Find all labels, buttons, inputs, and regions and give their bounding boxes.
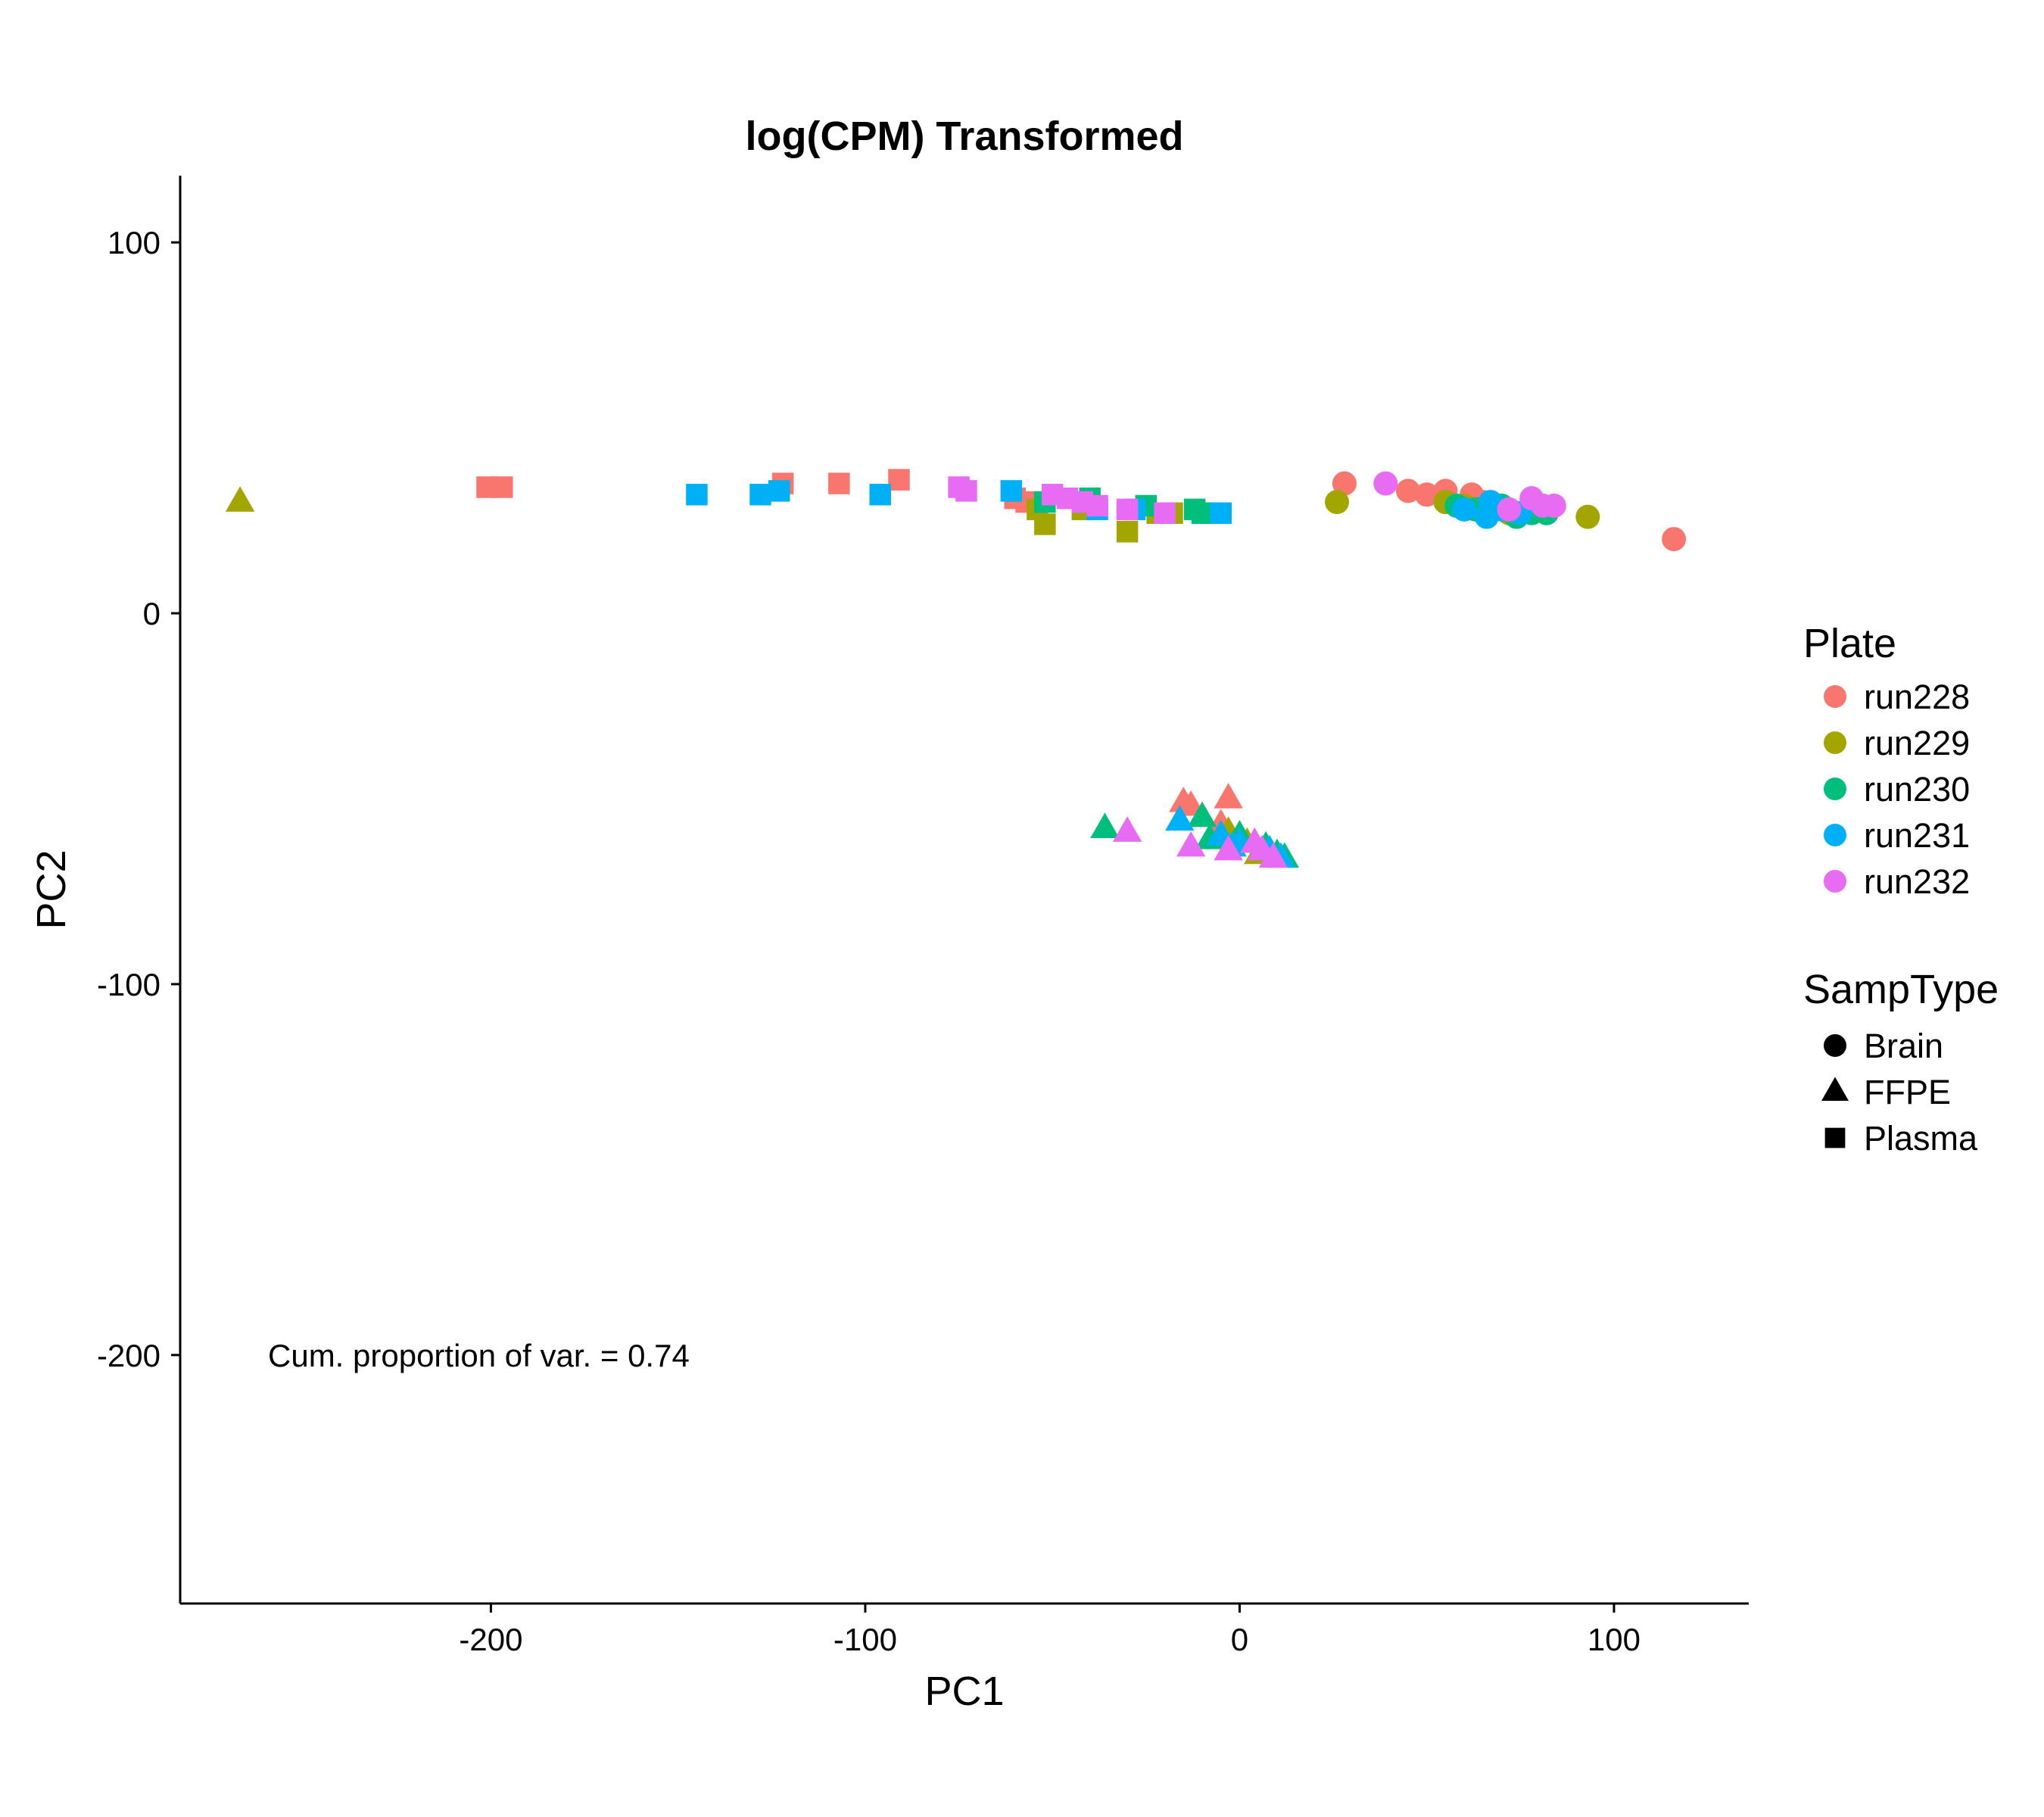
data-point-run228-brain	[1332, 471, 1357, 496]
data-point-run228-brain	[1395, 478, 1420, 503]
x-tick-label: -200	[459, 1622, 522, 1657]
data-point-run228-plasma	[888, 469, 910, 491]
data-point-run228-plasma	[828, 472, 850, 494]
data-points	[225, 469, 1687, 868]
x-tick-label: 100	[1588, 1622, 1640, 1657]
data-point-run229-brain	[1575, 504, 1600, 529]
x-axis-ticks: -200 -100 0 100	[459, 1604, 1640, 1657]
data-point-run232-brain	[1541, 493, 1566, 518]
data-point-run232-plasma	[1154, 502, 1176, 525]
legend-swatch-run228	[1824, 685, 1846, 708]
legend-label-plasma: Plasma	[1864, 1119, 1978, 1158]
data-point-run231-plasma	[869, 484, 891, 506]
legend-title-samptype: SampType	[1803, 967, 1999, 1012]
legend-shape-plasma	[1824, 1127, 1846, 1148]
legend-title-plate: Plate	[1803, 621, 1896, 666]
data-point-run232-plasma	[955, 480, 977, 502]
legend-label-brain: Brain	[1864, 1027, 1943, 1065]
legend-shape-brain	[1824, 1034, 1846, 1057]
legend-samptype-entries: Brain FFPE Plasma	[1821, 1027, 1978, 1158]
legend-label-run232: run232	[1864, 862, 1970, 901]
data-point-run232-brain	[1497, 497, 1522, 522]
data-point-run229-plasma	[1034, 513, 1056, 535]
y-axis-ticks: 100 0 -100 -200	[97, 225, 180, 1373]
data-point-run228-brain	[1662, 527, 1687, 552]
legend: Plate run228 run229 run230 run231 run232 Sam…	[1803, 621, 1999, 1158]
data-point-run228-brain	[1414, 482, 1439, 507]
data-point-run232-ffpe	[1258, 842, 1288, 868]
data-point-run231-plasma	[686, 484, 708, 506]
y-axis-title: PC2	[29, 849, 74, 929]
y-tick-label: -100	[97, 967, 160, 1002]
legend-shape-ffpe	[1821, 1077, 1849, 1101]
data-point-run232-ffpe	[1214, 834, 1243, 861]
data-point-run230-plasma	[1191, 502, 1214, 525]
data-point-run228-ffpe	[1214, 783, 1243, 809]
x-axis-title: PC1	[924, 1669, 1004, 1714]
variance-annotation: Cum. proportion of var. = 0.74	[268, 1338, 690, 1373]
y-tick-label: -200	[97, 1338, 160, 1373]
data-point-run230-ffpe	[1090, 812, 1120, 838]
legend-label-ffpe: FFPE	[1864, 1073, 1951, 1111]
x-tick-label: 0	[1231, 1622, 1248, 1657]
legend-swatch-run230	[1824, 778, 1846, 800]
legend-label-run228: run228	[1864, 678, 1970, 716]
data-point-run232-plasma	[1086, 494, 1108, 517]
chart-title: log(CPM) Transformed	[745, 114, 1183, 159]
data-point-run231-plasma	[768, 480, 790, 502]
legend-swatch-run229	[1824, 731, 1846, 754]
data-point-run231-plasma	[1000, 480, 1023, 502]
data-point-run229-brain	[1325, 490, 1350, 515]
data-point-run229-plasma	[1116, 521, 1139, 543]
legend-plate-entries: run228 run229 run230 run231 run232	[1824, 678, 1970, 901]
data-point-run231-ffpe	[1165, 805, 1195, 831]
data-point-run232-plasma	[1116, 498, 1139, 521]
data-point-run232-ffpe	[1176, 831, 1206, 857]
x-tick-label: -100	[833, 1622, 897, 1657]
y-tick-label: 0	[143, 596, 160, 631]
data-point-run232-ffpe	[1112, 816, 1142, 842]
legend-label-run231: run231	[1864, 816, 1970, 855]
data-point-run231-brain	[1452, 497, 1477, 522]
legend-label-run229: run229	[1864, 724, 1970, 762]
data-point-run231-plasma	[749, 484, 771, 506]
data-point-run228-plasma	[491, 476, 513, 498]
data-point-run232-brain	[1373, 471, 1398, 496]
data-point-run231-plasma	[1210, 502, 1232, 525]
legend-label-run230: run230	[1864, 770, 1970, 809]
y-tick-label: 100	[107, 225, 160, 260]
data-point-run229-ffpe	[225, 486, 255, 512]
legend-swatch-run231	[1824, 824, 1846, 846]
legend-swatch-run232	[1824, 870, 1846, 893]
axes	[179, 176, 1749, 1605]
data-point-run230-ffpe	[1187, 801, 1217, 827]
